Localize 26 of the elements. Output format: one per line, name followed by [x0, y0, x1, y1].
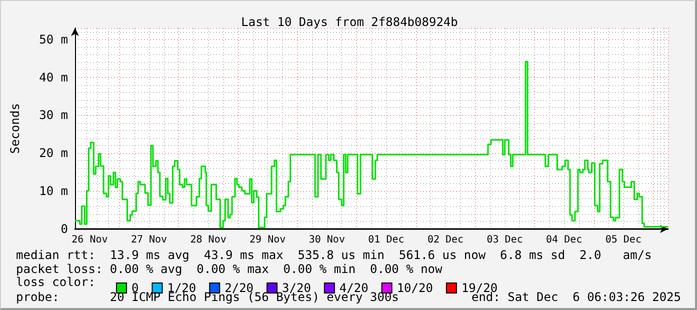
- x-tick-label: 02 Dec: [427, 234, 464, 246]
- x-tick-label: 04 Dec: [546, 234, 582, 246]
- x-tick-label: 01 Dec: [368, 234, 404, 246]
- x-tick-label: 05 Dec: [605, 234, 642, 246]
- y-tick-label: 0: [60, 222, 68, 236]
- x-tick-label: 30 Nov: [308, 234, 345, 246]
- y-tick-label: 20 m: [39, 146, 68, 160]
- legend-label: 1/20: [167, 281, 196, 295]
- text: packet loss: 0.00 % avg 0.00 % max 0.00 % min 0.00 % now: [16, 262, 442, 276]
- legend-label: 3/20: [282, 281, 311, 295]
- x-tick-label: 26 Nov: [72, 234, 108, 246]
- legend-title: loss color:: [16, 275, 96, 289]
- x-tick-label: 03 Dec: [486, 234, 523, 246]
- legend-label: 19/20: [461, 281, 498, 295]
- legend-label: 10/20: [396, 281, 433, 295]
- chart-title: Last 10 Days from 2f884b08924b: [241, 15, 458, 29]
- y-tick-label: 50 m: [39, 32, 68, 46]
- y-axis-title: Seconds: [8, 103, 22, 154]
- y-tick-label: 40 m: [39, 70, 68, 84]
- text: median rtt: 13.9 ms avg 43.9 ms max 535.8 us min 561.6 us now 6.8 ms sd 2.0 am/s: [16, 248, 652, 262]
- legend-label: 2/20: [224, 281, 254, 295]
- y-tick-label: 30 m: [39, 108, 68, 122]
- y-tick-label: 10 m: [39, 184, 68, 198]
- x-tick-label: 29 Nov: [250, 234, 286, 246]
- x-tick-label: 28 Nov: [190, 234, 226, 246]
- x-tick-label: 27 Nov: [130, 234, 168, 246]
